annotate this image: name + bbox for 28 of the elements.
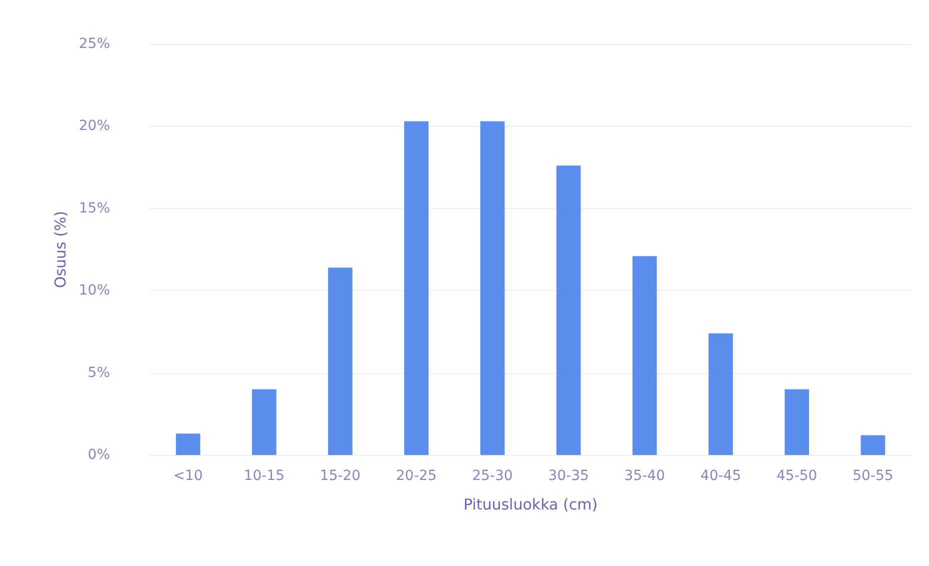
x-tick-label: <10 — [173, 468, 203, 484]
y-axis-title: Osuus (%) — [51, 210, 70, 288]
x-tick-label: 50-55 — [852, 468, 894, 484]
bar — [176, 434, 200, 455]
bar — [404, 121, 429, 455]
y-tick-label: 20% — [78, 118, 110, 134]
bar — [708, 333, 733, 455]
x-tick-label: 20-25 — [396, 468, 437, 484]
x-tick-label: 15-20 — [320, 468, 361, 484]
y-tick-label: 15% — [78, 200, 110, 216]
bar — [632, 256, 657, 455]
bar — [252, 389, 276, 455]
y-tick-label: 5% — [88, 364, 110, 381]
bar — [328, 268, 352, 455]
x-tick-label: 10-15 — [244, 468, 284, 484]
y-tick-label: 0% — [88, 447, 110, 463]
x-tick-label: 45-50 — [776, 468, 818, 484]
bar — [860, 435, 886, 455]
bar — [556, 166, 581, 455]
bar — [784, 389, 810, 455]
bar — [480, 121, 505, 455]
y-tick-label: 10% — [78, 282, 110, 299]
x-axis-title: Pituusluokka (cm) — [463, 496, 598, 514]
x-tick-label: 40-45 — [700, 468, 742, 484]
x-tick-label: 35-40 — [624, 468, 665, 484]
y-tick-label: 25% — [78, 36, 110, 52]
x-tick-label: 25-30 — [472, 468, 513, 484]
x-tick-label: 30-35 — [548, 468, 589, 484]
